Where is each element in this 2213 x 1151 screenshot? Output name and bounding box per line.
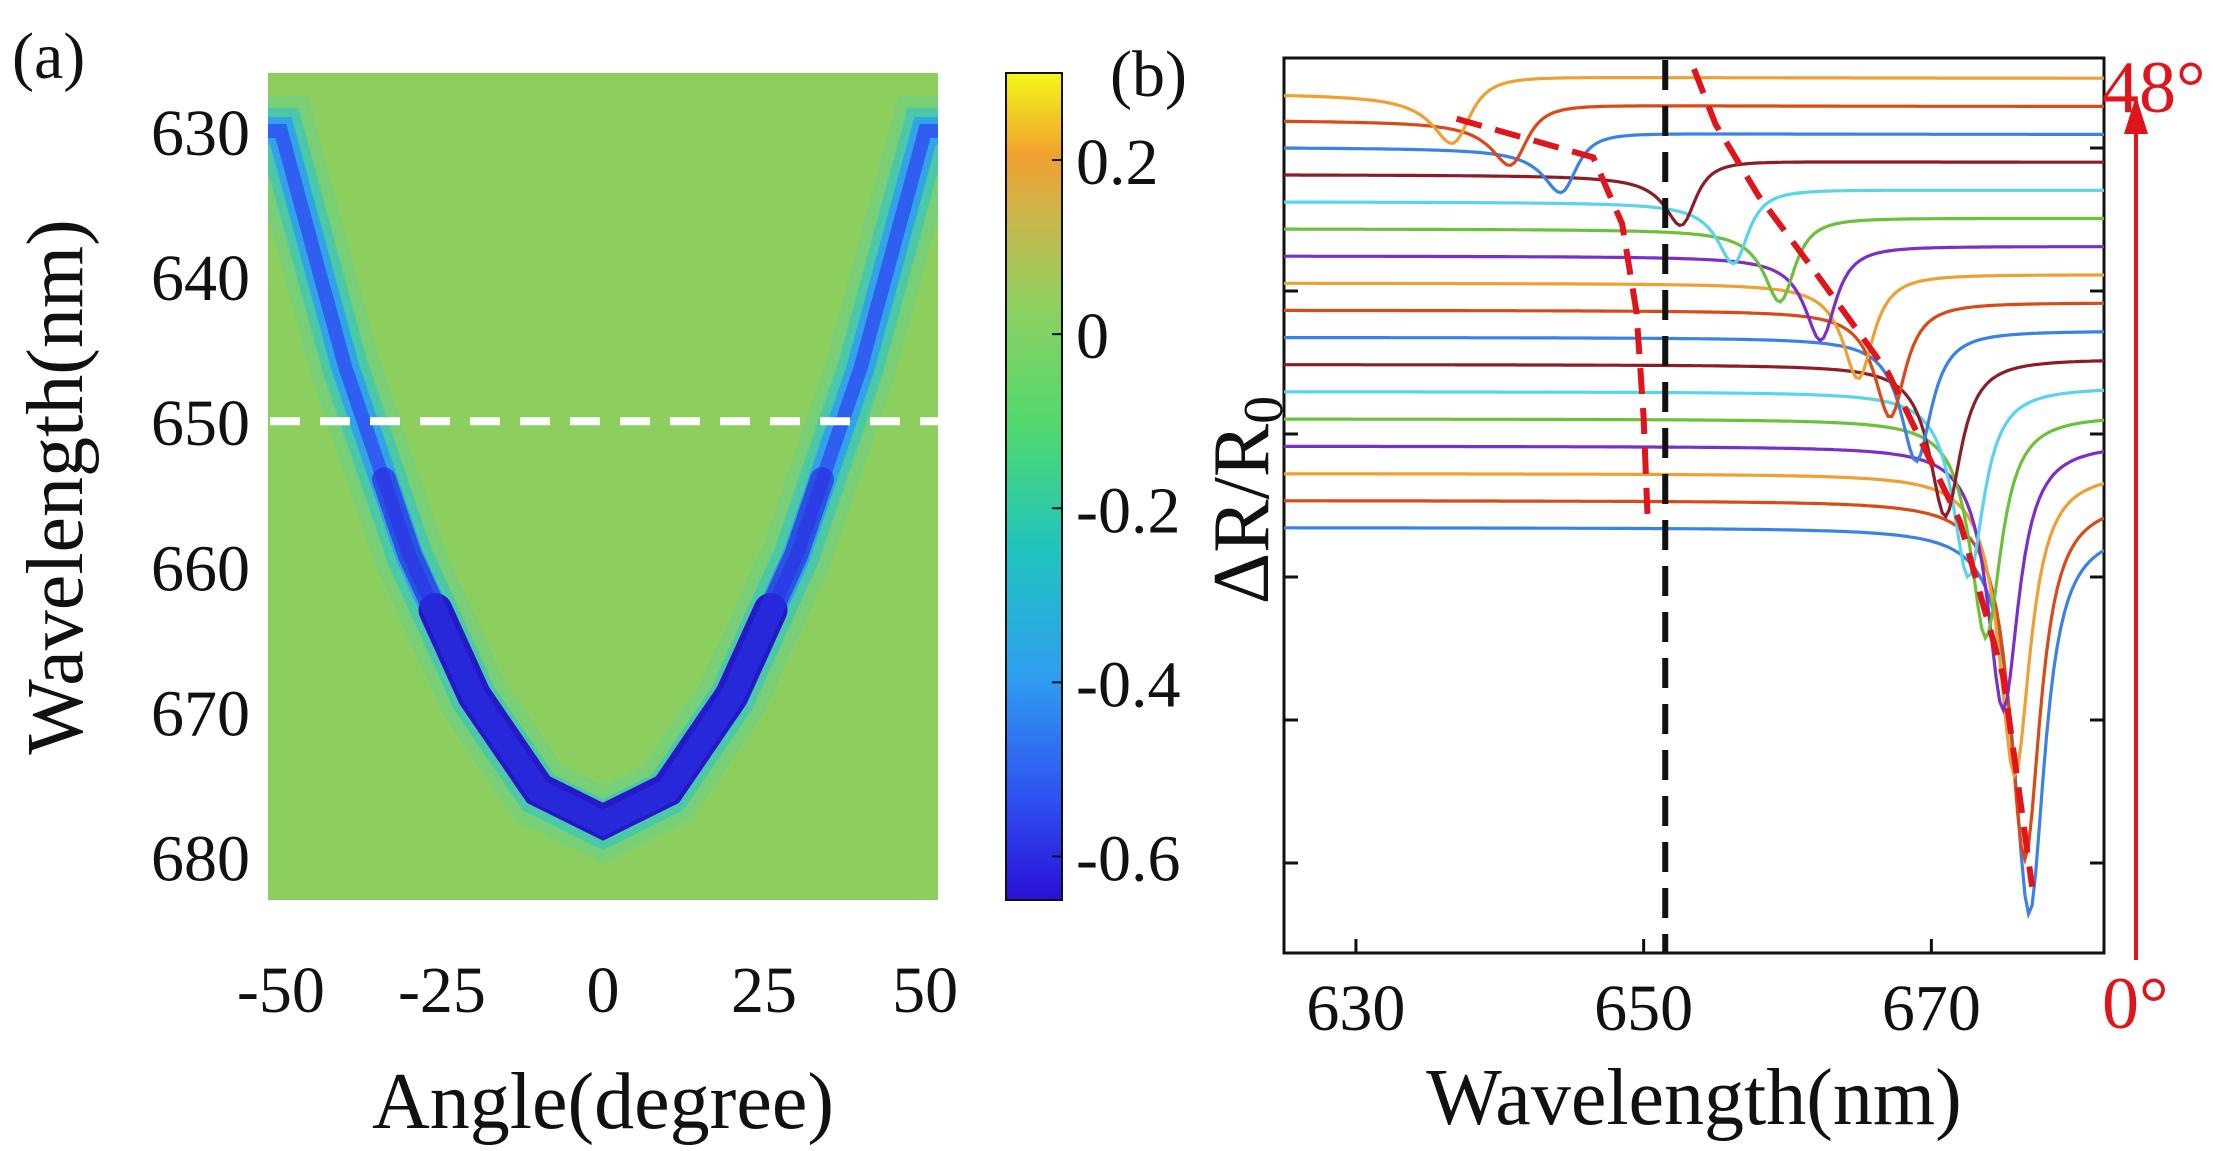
panel-a-y-tick-label: 660 [151, 532, 250, 605]
panel-a-y-axis-label: Wavelength(nm) [12, 219, 100, 755]
panel-a-y-tick-label: 630 [151, 97, 250, 170]
colorbar-tick-label: -0.4 [1076, 648, 1180, 721]
angle-label-bottom: 0° [2102, 963, 2169, 1045]
panel-b: (b) 630 650 670 ΔR/R0 Wavelength(nm) 48° 0… [1110, 38, 2206, 1142]
colorbar-tick-label: 0.2 [1076, 126, 1159, 199]
panel-a-y-tick-label: 670 [151, 677, 250, 750]
colorbar-ticks: 0.2 0 -0.2 -0.4 -0.6 [1052, 126, 1180, 895]
spectrum-line [1284, 275, 2104, 378]
panel-a-x-axis-label: Angle(degree) [372, 1058, 834, 1146]
trend-dashed-line [1457, 119, 1648, 528]
spectra [1284, 78, 2104, 914]
spectrum-line [1284, 528, 2104, 914]
colorbar [1006, 73, 1062, 900]
panel-a-x-tick-label: -50 [237, 954, 325, 1027]
panel-b-x-tick-label: 650 [1594, 972, 1693, 1045]
spectrum-line [1284, 361, 2104, 517]
panel-a-x-tick-label: -25 [398, 954, 486, 1027]
panel-b-x-axis-label: Wavelength(nm) [1426, 1054, 1962, 1142]
colorbar-tick-label: 0 [1076, 300, 1109, 373]
panel-a-x-ticks: -50 -25 0 25 50 [237, 954, 958, 1027]
panel-a-x-tick-label: 25 [731, 954, 797, 1027]
panel-a-y-tick-label: 640 [151, 242, 250, 315]
figure: (a) 630 640 650 660 670 680 -50 -25 0 25 50 Wavel… [0, 0, 2213, 1151]
panel-a-y-tick-label: 650 [151, 387, 250, 460]
panel-b-x-tick-label: 630 [1306, 972, 1405, 1045]
panel-b-y-axis-label: ΔR/R0 [1198, 396, 1295, 604]
panel-a-y-ticks: 630 640 650 660 670 680 [151, 97, 250, 895]
panel-a-x-tick-label: 50 [892, 954, 958, 1027]
spectrum-line [1284, 332, 2104, 462]
panel-b-x-ticks: 630 650 670 [1306, 939, 1980, 1045]
panel-a: (a) 630 640 650 660 670 680 -50 -25 0 25 50 Wavel… [12, 20, 1180, 1146]
panel-b-x-tick-label: 670 [1882, 972, 1981, 1045]
spectrum-line [1284, 303, 2104, 416]
colorbar-tick-label: -0.6 [1076, 822, 1180, 895]
panel-a-y-tick-label: 680 [151, 822, 250, 895]
panel-b-frame [1284, 58, 2104, 953]
panel-b-label: (b) [1110, 38, 1187, 111]
spectrum-line [1284, 247, 2104, 341]
colorbar-tick-label: -0.2 [1076, 474, 1180, 547]
panel-a-label: (a) [12, 20, 85, 93]
angle-label-top: 48° [2102, 47, 2206, 129]
panel-a-x-tick-label: 0 [587, 954, 620, 1027]
